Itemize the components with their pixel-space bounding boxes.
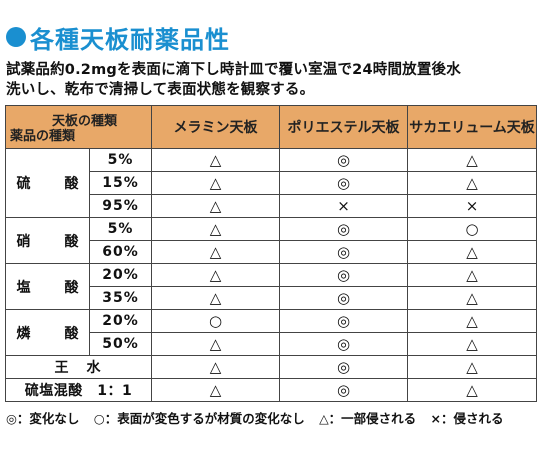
result-cell: △ [407,240,537,264]
result-cell: △ [151,148,280,172]
table-row: 燐 酸 20% ○ ◎ △ [5,309,537,356]
column-header-sakaelium: サカエリューム天板 [407,105,537,149]
chemical-name-cell: 硝 酸 [5,217,90,264]
table-row: 50% △ ◎ △ [6,332,537,356]
result-cell: △ [407,332,537,356]
concentration-cell: 20% [89,263,152,287]
concentration-cell: 50% [89,332,152,356]
table-row: 硫 酸 5% △ ◎ △ [5,148,537,218]
result-cell: ◎ [279,148,408,172]
legend-item: ◎：変化なし [6,411,80,426]
result-cell: ○ [407,217,537,241]
chemical-name-cell: 燐 酸 [5,309,90,356]
table-header-row: 天板の種類 薬品の種類 メラミン天板 ポリエステル天板 サカエリューム天板 [5,105,537,149]
result-cell: ◎ [279,378,408,402]
table-row: 95% △ × × [6,194,537,218]
result-cell: × [279,194,408,218]
result-cell: △ [151,286,280,310]
result-cell: △ [407,286,537,310]
legend-item: ×：侵される [430,411,504,426]
chemical-name-cell: 王 水 [5,355,152,379]
corner-top-label: 天板の種類 [51,114,117,129]
result-cell: △ [407,263,537,287]
result-cell: △ [151,171,280,195]
corner-bottom-label: 薬品の種類 [10,129,76,144]
result-cell: △ [407,355,537,379]
description-line-2: 洗いし、乾布で清掃して表面状態を観察する。 [6,82,315,98]
description-line-1: 試薬品約0.2mgを表面に滴下し時計皿で覆い室温で24時間放置後水 [6,62,461,78]
chemical-name-cell: 硫塩混酸 1：1 [5,378,152,402]
result-cell: ◎ [279,332,408,356]
concentration-cell: 60% [89,240,152,264]
concentration-cell: 5% [89,148,152,172]
table-row: 15% △ ◎ △ [6,171,537,195]
result-cell: △ [151,240,280,264]
concentration-cell: 95% [89,194,152,218]
legend-item: △：一部侵される [319,411,417,426]
corner-header-cell: 天板の種類 薬品の種類 [5,105,152,149]
result-cell: ◎ [279,309,408,333]
result-cell: × [407,194,537,218]
result-cell: ○ [151,309,280,333]
chemical-name-cell: 硫 酸 [5,148,90,218]
chemical-name-cell: 塩 酸 [5,263,90,310]
column-header-melamine: メラミン天板 [151,105,280,149]
concentration-cell: 15% [89,171,152,195]
table-row: 硝 酸 5% △ ◎ ○ [5,217,537,264]
result-cell: △ [151,332,280,356]
bullet-dot-icon [6,27,26,47]
result-cell: ◎ [279,217,408,241]
result-cell: △ [407,378,537,402]
result-cell: △ [407,309,537,333]
result-cell: △ [407,171,537,195]
table-row: 塩 酸 20% △ ◎ △ [5,263,537,310]
result-cell: △ [151,194,280,218]
column-header-polyester: ポリエステル天板 [279,105,408,149]
result-cell: △ [151,378,280,402]
result-cell: ◎ [279,240,408,264]
result-cell: ◎ [279,171,408,195]
result-cell: △ [151,355,280,379]
table-row: 硫塩混酸 1：1 △ ◎ △ [5,378,537,402]
result-cell: ◎ [279,286,408,310]
chemical-resistance-table: 天板の種類 薬品の種類 メラミン天板 ポリエステル天板 サカエリューム天板 硫 … [5,105,537,402]
table-row: 35% △ ◎ △ [6,286,537,310]
description: 試薬品約0.2mgを表面に滴下し時計皿で覆い室温で24時間放置後水 洗いし、乾布… [6,60,536,100]
concentration-cell: 35% [89,286,152,310]
table-row: 60% △ ◎ △ [6,240,537,264]
page-title: 各種天板耐薬品性 [6,22,230,54]
title-text: 各種天板耐薬品性 [30,25,230,54]
concentration-cell: 20% [89,309,152,333]
legend: ◎：変化なし ○：表面が変色するが材質の変化なし △：一部侵される ×：侵される [6,408,514,427]
result-cell: △ [151,217,280,241]
result-cell: △ [151,263,280,287]
concentration-cell: 5% [89,217,152,241]
result-cell: △ [407,148,537,172]
legend-item: ○：表面が変色するが材質の変化なし [93,411,305,426]
result-cell: ◎ [279,263,408,287]
table-row: 王 水 △ ◎ △ [5,355,537,379]
result-cell: ◎ [279,355,408,379]
